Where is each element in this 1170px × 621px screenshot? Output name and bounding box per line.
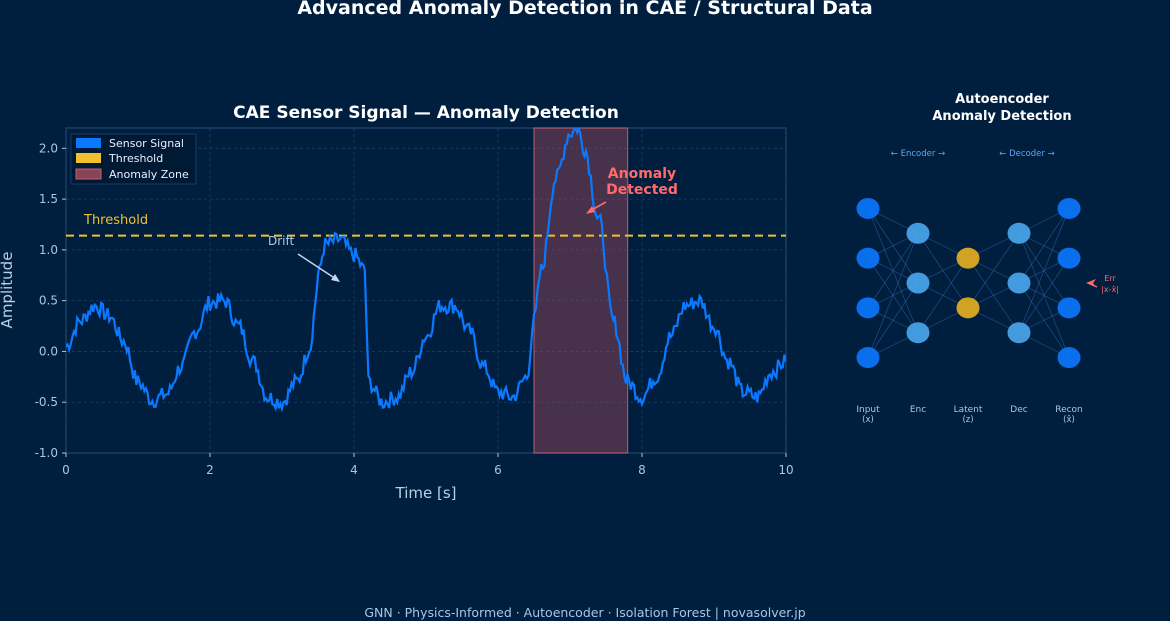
y-axis-label: Amplitude: [0, 252, 16, 329]
node-input-0: [856, 197, 880, 219]
layer-sublabel-2: (z): [962, 415, 973, 425]
node-recon-0: [1057, 197, 1081, 219]
y-tick-label-4: 1.0: [39, 243, 58, 257]
layer-sublabel-4: (x̂): [1063, 414, 1075, 425]
node-dec-0: [1007, 222, 1031, 244]
edge-2-0-2: [967, 257, 1020, 333]
threshold-label: Threshold: [83, 213, 148, 228]
edge-0-3-0: [867, 233, 919, 358]
anomaly-arrow-head: [586, 206, 595, 214]
y-tick-label-2: 0.0: [39, 344, 58, 358]
edge-2-1-0: [967, 233, 1020, 309]
anomaly-annotation: Anomaly Detected: [606, 166, 678, 198]
legend-label-anomaly: Anomaly Zone: [109, 168, 189, 181]
edge-3-2-1: [1018, 257, 1070, 333]
series-layer: [66, 128, 786, 413]
network-edges: [867, 208, 1070, 358]
edge-0-3-1: [867, 282, 919, 358]
anomaly-zone-layer: [533, 127, 629, 454]
y-tick-label-0: -1.0: [35, 446, 58, 460]
x-axis-label: Time [s]: [395, 484, 457, 502]
legend-swatch-anomaly: [75, 168, 102, 180]
axis-ticks: 0 2 4 6 8 10 -1.0 -0.5 0.0 0.5 1.0 1.5 2.0: [35, 141, 794, 477]
node-enc-0: [906, 222, 930, 244]
layer-sublabel-0: (x): [862, 415, 874, 425]
y-tick-label-3: 0.5: [39, 294, 58, 308]
encoder-label: ← Encoder →: [891, 149, 945, 159]
edge-0-0-2: [867, 208, 919, 333]
sensor-signal-line: [66, 128, 786, 413]
edge-3-0-3: [1018, 233, 1070, 358]
legend-swatch-threshold: [76, 153, 101, 163]
anomaly-annotation-line-0: Anomaly: [608, 166, 676, 182]
anomaly-zone: [533, 127, 629, 454]
edge-3-1-3: [1018, 282, 1070, 358]
x-tick-label-2: 4: [350, 463, 358, 477]
edge-0-1-2: [867, 257, 919, 333]
legend: Sensor Signal Threshold Anomaly Zone: [70, 133, 197, 185]
node-input-2: [856, 297, 880, 319]
layer-label-1: Enc: [910, 405, 926, 415]
layer-label-2: Latent: [954, 405, 983, 415]
footer-credits: GNN · Physics-Informed · Autoencoder · I…: [364, 605, 806, 620]
legend-label-signal: Sensor Signal: [109, 137, 184, 150]
node-dec-1: [1007, 272, 1031, 294]
node-recon-2: [1057, 297, 1081, 319]
edge-1-0-1: [917, 233, 969, 309]
x-tick-label-0: 0: [62, 463, 70, 477]
annotation-layer: Threshold Anomaly Detected Drift: [83, 166, 678, 282]
edge-1-2-0: [917, 257, 969, 333]
anomaly-annotation-line-1: Detected: [606, 182, 678, 198]
edge-0-0-1: [867, 208, 919, 284]
node-recon-1: [1057, 247, 1081, 269]
node-input-3: [856, 347, 880, 369]
node-latent-1: [956, 297, 980, 319]
legend-label-threshold: Threshold: [108, 152, 163, 165]
edge-3-1-0: [1018, 208, 1070, 284]
x-tick-label-5: 10: [778, 463, 793, 477]
legend-swatch-signal: [76, 138, 101, 148]
layer-labels: Input(x) Enc Latent(z) Dec Recon(x̂): [856, 405, 1082, 425]
x-tick-label-1: 2: [206, 463, 214, 477]
drift-annotation: Drift: [268, 234, 295, 248]
error-label: Err: [1104, 274, 1116, 283]
y-tick-label-1: -0.5: [35, 395, 58, 409]
drift-arrow-head: [331, 274, 340, 282]
node-input-1: [856, 247, 880, 269]
ae-title-line1: Autoencoder: [955, 92, 1049, 107]
y-tick-label-5: 1.5: [39, 192, 58, 206]
edge-0-2-0: [867, 233, 919, 309]
node-enc-1: [906, 272, 930, 294]
node-recon-3: [1057, 347, 1081, 369]
y-tick-label-6: 2.0: [39, 141, 58, 155]
layer-label-4: Recon: [1055, 405, 1083, 415]
network-nodes: [856, 197, 1081, 369]
layer-label-0: Input: [856, 405, 880, 415]
node-latent-0: [956, 247, 980, 269]
edge-3-2-0: [1018, 208, 1070, 333]
error-formula: |x-x̂|: [1101, 284, 1119, 294]
error-arrow-tail: [1087, 282, 1098, 288]
figure-title: Advanced Anomaly Detection in CAE / Stru…: [297, 0, 873, 19]
ae-title-line2: Anomaly Detection: [932, 109, 1071, 124]
signal-chart-title: CAE Sensor Signal — Anomaly Detection: [233, 103, 619, 123]
layer-label-3: Dec: [1010, 405, 1027, 415]
drift-arrow: [297, 253, 337, 280]
node-dec-2: [1007, 322, 1031, 344]
decoder-label: ← Decoder →: [999, 149, 1054, 159]
x-tick-label-4: 8: [638, 463, 646, 477]
edge-3-0-2: [1018, 233, 1070, 309]
x-tick-label-3: 6: [494, 463, 502, 477]
node-enc-2: [906, 322, 930, 344]
